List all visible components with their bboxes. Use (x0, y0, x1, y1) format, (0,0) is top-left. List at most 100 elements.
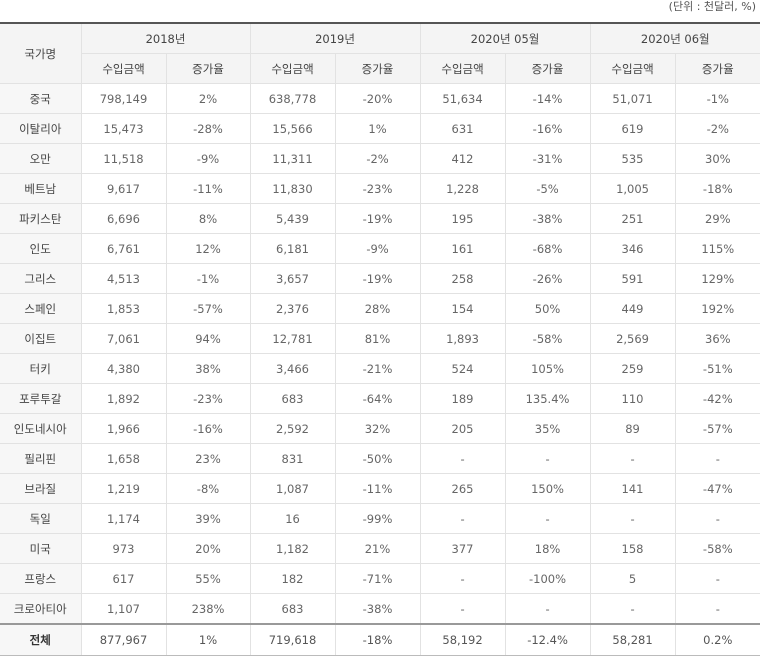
table-row: 이탈리아 15,473 -28% 15,566 1% 631 -16% 619 -2% (0, 113, 760, 144)
table-row: 필리핀 1,658 23% 831 -50% - - - - (0, 443, 760, 474)
table-cell: 1,174 (81, 503, 167, 534)
table-cell: 32% (335, 413, 421, 444)
country-name: 미국 (0, 533, 82, 564)
table-cell: -11% (166, 173, 251, 204)
table-cell: -9% (166, 143, 251, 174)
table-row: 인도네시아 1,966 -16% 2,592 32% 205 35% 89 -57% (0, 413, 760, 444)
country-name: 그리스 (0, 263, 82, 294)
table-cell: -8% (166, 473, 251, 504)
table-cell: 12,781 (250, 323, 336, 354)
table-cell: -23% (166, 383, 251, 414)
table-cell: 189 (420, 383, 506, 414)
table-row: 터키 4,380 38% 3,466 -21% 524 105% 259 -51% (0, 353, 760, 384)
table-cell: 2,592 (250, 413, 336, 444)
table-cell: 265 (420, 473, 506, 504)
table-cell: 11,311 (250, 143, 336, 174)
table-cell: -19% (335, 263, 421, 294)
country-name: 크로아티아 (0, 593, 82, 625)
import-amount-header: 수입금액 (420, 53, 506, 84)
table-cell: 105% (505, 353, 591, 384)
table-cell: 28% (335, 293, 421, 324)
table-cell: - (675, 563, 760, 594)
table-cell: 1,966 (81, 413, 167, 444)
table-cell: - (675, 443, 760, 474)
country-name: 필리핀 (0, 443, 82, 474)
country-name: 이탈리아 (0, 113, 82, 144)
country-name: 인도네시아 (0, 413, 82, 444)
table-cell: 36% (675, 323, 760, 354)
table-cell: - (590, 503, 676, 534)
table-cell: -100% (505, 563, 591, 594)
table-cell: 973 (81, 533, 167, 564)
growth-rate-header: 증가율 (675, 53, 760, 84)
table-cell: 51,634 (420, 83, 506, 114)
table-cell: 9,617 (81, 173, 167, 204)
table-cell: 251 (590, 203, 676, 234)
table-cell: 638,778 (250, 83, 336, 114)
table-cell: - (590, 443, 676, 474)
table-cell: -57% (675, 413, 760, 444)
table-cell: 617 (81, 563, 167, 594)
table-row: 브라질 1,219 -8% 1,087 -11% 265 150% 141 -47% (0, 473, 760, 504)
table-cell: - (505, 593, 591, 625)
total-label: 전체 (0, 623, 82, 656)
table-cell: -1% (166, 263, 251, 294)
total-row: 전체 877,967 1% 719,618 -18% 58,192 -12.4%… (0, 623, 760, 656)
table-cell: 238% (166, 593, 251, 625)
country-name: 파키스탄 (0, 203, 82, 234)
table-cell: 1,228 (420, 173, 506, 204)
table-cell: -28% (166, 113, 251, 144)
table-cell: -14% (505, 83, 591, 114)
table-cell: 39% (166, 503, 251, 534)
table-cell: 4,513 (81, 263, 167, 294)
growth-rate-header: 증가율 (505, 53, 591, 84)
table-cell: -19% (335, 203, 421, 234)
table-cell: -42% (675, 383, 760, 414)
table-cell: - (420, 563, 506, 594)
country-name: 중국 (0, 83, 82, 114)
table-cell: 683 (250, 383, 336, 414)
table-cell: 35% (505, 413, 591, 444)
table-cell: 7,061 (81, 323, 167, 354)
table-cell: 1,087 (250, 473, 336, 504)
table-cell: -50% (335, 443, 421, 474)
table-cell: 3,466 (250, 353, 336, 384)
table-row: 그리스 4,513 -1% 3,657 -19% 258 -26% 591 129% (0, 263, 760, 294)
country-name: 인도 (0, 233, 82, 264)
table-cell: 115% (675, 233, 760, 264)
table-cell: 377 (420, 533, 506, 564)
table-cell: -12.4% (505, 623, 591, 656)
table-cell: 12% (166, 233, 251, 264)
table-cell: 346 (590, 233, 676, 264)
table-cell: 4,380 (81, 353, 167, 384)
table-cell: 6,181 (250, 233, 336, 264)
table-cell: 1% (166, 623, 251, 656)
table-row: 인도 6,761 12% 6,181 -9% 161 -68% 346 115% (0, 233, 760, 264)
table-cell: - (505, 503, 591, 534)
table-row: 미국 973 20% 1,182 21% 377 18% 158 -58% (0, 533, 760, 564)
period-header: 2019년 (250, 22, 421, 54)
table-cell: 58,192 (420, 623, 506, 656)
table-cell: 1,219 (81, 473, 167, 504)
table-cell: 8% (166, 203, 251, 234)
table-row: 파키스탄 6,696 8% 5,439 -19% 195 -38% 251 29% (0, 203, 760, 234)
country-name: 프랑스 (0, 563, 82, 594)
table-cell: 524 (420, 353, 506, 384)
table-cell: 192% (675, 293, 760, 324)
table-cell: 51,071 (590, 83, 676, 114)
table-cell: 81% (335, 323, 421, 354)
table-cell: 5 (590, 563, 676, 594)
table-cell: 3,657 (250, 263, 336, 294)
table-cell: 0.2% (675, 623, 760, 656)
import-amount-header: 수입금액 (590, 53, 676, 84)
table-cell: 20% (166, 533, 251, 564)
table-cell: -1% (675, 83, 760, 114)
country-name: 베트남 (0, 173, 82, 204)
table-row: 오만 11,518 -9% 11,311 -2% 412 -31% 535 30% (0, 143, 760, 174)
table-cell: 449 (590, 293, 676, 324)
table-row: 스페인 1,853 -57% 2,376 28% 154 50% 449 192% (0, 293, 760, 324)
table-cell: 591 (590, 263, 676, 294)
table-cell: 89 (590, 413, 676, 444)
table-cell: 205 (420, 413, 506, 444)
table-cell: 1,182 (250, 533, 336, 564)
